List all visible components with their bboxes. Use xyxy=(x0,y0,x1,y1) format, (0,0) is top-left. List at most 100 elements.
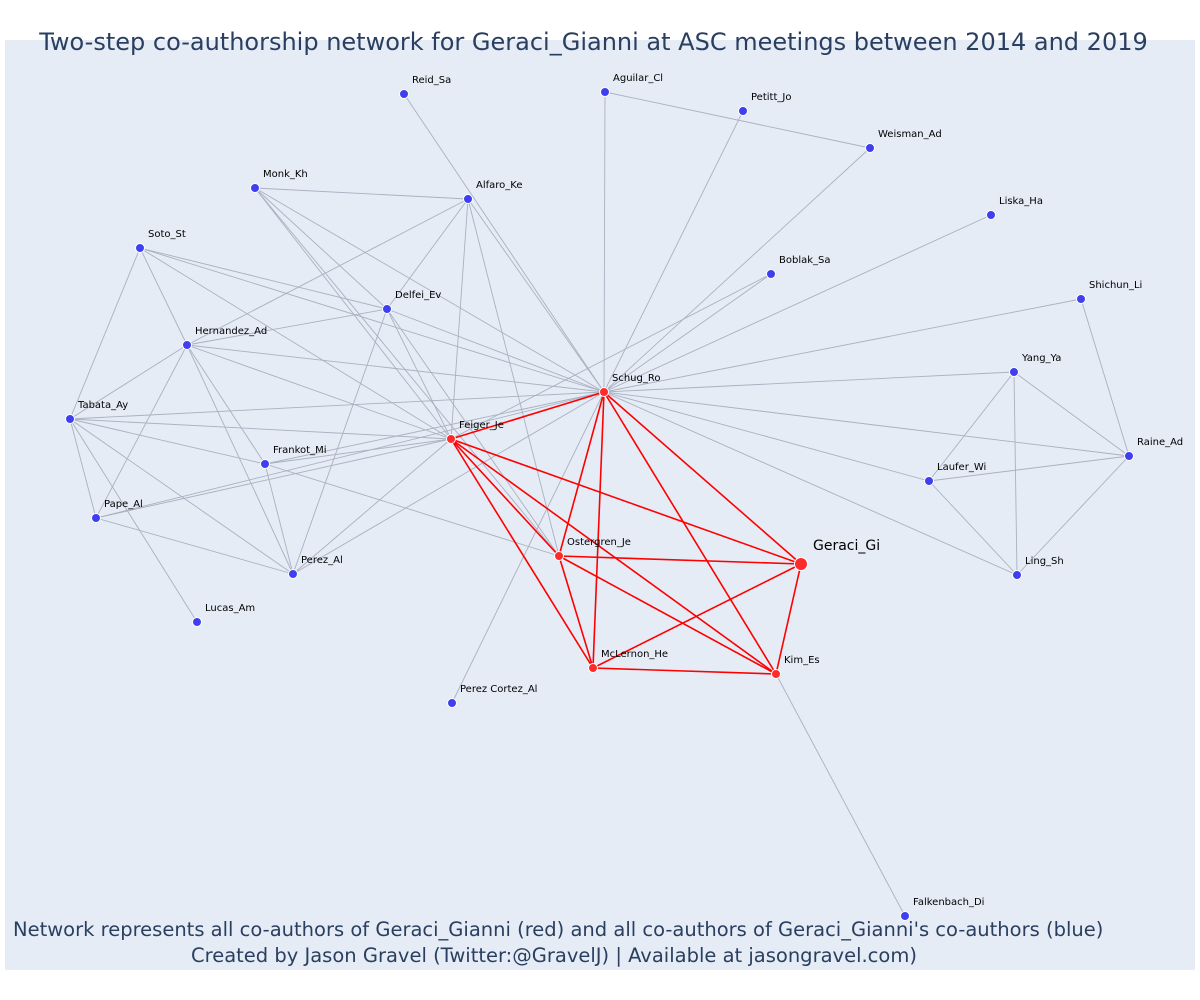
edge-kim-es-falkenbach-di xyxy=(775,673,906,917)
edge-schug-ro-raine-ad xyxy=(603,391,1130,457)
node-shichun-li[interactable]: Shichun_Li xyxy=(1076,280,1143,304)
node-label: Feiger_Je xyxy=(459,420,504,431)
node-raine-ad[interactable]: Raine_Ad xyxy=(1124,437,1184,461)
node-boblak-sa[interactable]: Boblak_Sa xyxy=(766,255,831,279)
caption-line-1: Network represents all co-authors of Ger… xyxy=(13,918,1104,941)
edge-schug-ro-kim-es xyxy=(603,391,777,675)
edge-layer xyxy=(69,91,1130,917)
node-ostergren-je[interactable]: Ostergren_Je xyxy=(554,537,631,561)
node-geraci-gi[interactable]: Geraci_Gi xyxy=(794,538,881,571)
node-label: Monk_Kh xyxy=(263,169,308,180)
edge-ostergren-je-alfaro-ke xyxy=(467,198,560,557)
node-marker[interactable] xyxy=(924,476,934,486)
edge-tabata-ay-perez-al xyxy=(69,418,294,575)
node-marker[interactable] xyxy=(135,243,145,253)
node-soto-st[interactable]: Soto_St xyxy=(135,229,186,253)
edge-schug-ro-delfei-ev xyxy=(386,308,605,393)
node-marker[interactable] xyxy=(738,106,748,116)
edge-schug-ro-boblak-sa xyxy=(603,273,772,393)
node-delfei-ev[interactable]: Delfei_Ev xyxy=(382,290,442,314)
edge-schug-ro-aguilar-cl xyxy=(603,91,606,393)
node-marker[interactable] xyxy=(399,89,409,99)
node-marker[interactable] xyxy=(288,569,298,579)
edge-hernandez-ad-delfei-ev xyxy=(186,308,388,346)
edge-feiger-je-soto-st xyxy=(139,247,452,440)
node-marker[interactable] xyxy=(260,459,270,469)
node-label: Weisman_Ad xyxy=(878,129,942,140)
edge-soto-st-tabata-ay xyxy=(69,247,141,420)
edge-feiger-je-boblak-sa xyxy=(450,273,772,440)
edge-tabata-ay-lucas-am xyxy=(69,418,198,623)
node-marker[interactable] xyxy=(794,557,808,571)
node-marker[interactable] xyxy=(382,304,392,314)
node-weisman-ad[interactable]: Weisman_Ad xyxy=(865,129,942,153)
node-label: Laufer_Wi xyxy=(937,462,986,473)
edge-schug-ro-yang-ya xyxy=(603,371,1015,393)
node-marker[interactable] xyxy=(554,551,564,561)
node-liska-ha[interactable]: Liska_Ha xyxy=(986,196,1043,220)
node-marker[interactable] xyxy=(986,210,996,220)
edge-feiger-je-ostergren-je xyxy=(450,438,560,557)
node-marker[interactable] xyxy=(771,669,781,679)
chart-title: Two-step co-authorship network for Gerac… xyxy=(39,28,1148,56)
node-mclernon-he[interactable]: McLernon_He xyxy=(588,649,669,673)
node-marker[interactable] xyxy=(766,269,776,279)
node-marker[interactable] xyxy=(900,911,910,921)
node-marker[interactable] xyxy=(588,663,598,673)
edge-feiger-je-mclernon-he xyxy=(450,438,594,669)
node-marker[interactable] xyxy=(1009,367,1019,377)
edge-alfaro-ke-hernandez-ad xyxy=(186,198,469,346)
node-marker[interactable] xyxy=(250,183,260,193)
node-marker[interactable] xyxy=(1124,451,1134,461)
edge-schug-ro-weisman-ad xyxy=(603,147,871,393)
node-marker[interactable] xyxy=(463,194,473,204)
node-petitt-jo[interactable]: Petitt_Jo xyxy=(738,92,792,116)
edge-geraci-gi-feiger-je xyxy=(450,438,802,565)
node-marker[interactable] xyxy=(865,143,875,153)
node-yang-ya[interactable]: Yang_Ya xyxy=(1009,353,1062,377)
node-aguilar-cl[interactable]: Aguilar_Cl xyxy=(600,73,664,97)
node-perez-cortez-al[interactable]: Perez Cortez_Al xyxy=(447,684,538,708)
edge-hernandez-ad-perez-al xyxy=(186,344,294,575)
edge-schug-ro-alfaro-ke xyxy=(467,198,605,393)
node-label: Delfei_Ev xyxy=(395,290,441,301)
edge-schug-ro-laufer-wi xyxy=(603,391,930,482)
edge-yang-ya-raine-ad xyxy=(1013,371,1130,457)
edge-geraci-gi-schug-ro xyxy=(603,391,802,565)
node-hernandez-ad[interactable]: Hernandez_Ad xyxy=(182,326,268,350)
node-frankot-mi[interactable]: Frankot_Mi xyxy=(260,445,327,469)
edge-feiger-je-delfei-ev xyxy=(386,308,452,440)
node-label: Aguilar_Cl xyxy=(613,73,663,84)
node-marker[interactable] xyxy=(192,617,202,627)
node-monk-kh[interactable]: Monk_Kh xyxy=(250,169,308,193)
node-kim-es[interactable]: Kim_Es xyxy=(771,655,820,679)
node-marker[interactable] xyxy=(446,434,456,444)
edge-feiger-je-pape-al xyxy=(95,438,452,519)
edge-schug-ro-perez-cortez-al xyxy=(451,391,605,704)
node-marker[interactable] xyxy=(1076,294,1086,304)
edge-feiger-je-perez-al xyxy=(292,438,452,575)
node-marker[interactable] xyxy=(447,698,457,708)
node-label: Perez Cortez_Al xyxy=(460,684,537,695)
node-marker[interactable] xyxy=(65,414,75,424)
node-ling-sh[interactable]: Ling_Sh xyxy=(1012,556,1064,580)
node-marker[interactable] xyxy=(599,387,609,397)
node-perez-al[interactable]: Perez_Al xyxy=(288,555,343,579)
node-alfaro-ke[interactable]: Alfaro_Ke xyxy=(463,180,523,204)
node-feiger-je[interactable]: Feiger_Je xyxy=(446,420,504,444)
node-laufer-wi[interactable]: Laufer_Wi xyxy=(924,462,987,486)
node-lucas-am[interactable]: Lucas_Am xyxy=(192,603,256,627)
node-schug-ro[interactable]: Schug_Ro xyxy=(599,373,661,397)
node-falkenbach-di[interactable]: Falkenbach_Di xyxy=(900,897,985,921)
node-marker[interactable] xyxy=(1012,570,1022,580)
node-reid-sa[interactable]: Reid_Sa xyxy=(399,75,452,99)
node-pape-al[interactable]: Pape_Al xyxy=(91,499,143,523)
edge-schug-ro-frankot-mi xyxy=(264,391,605,465)
node-marker[interactable] xyxy=(91,513,101,523)
node-marker[interactable] xyxy=(600,87,610,97)
node-marker[interactable] xyxy=(182,340,192,350)
node-tabata-ay[interactable]: Tabata_Ay xyxy=(65,400,129,424)
node-label: Raine_Ad xyxy=(1137,437,1183,448)
node-label: Reid_Sa xyxy=(412,75,451,86)
